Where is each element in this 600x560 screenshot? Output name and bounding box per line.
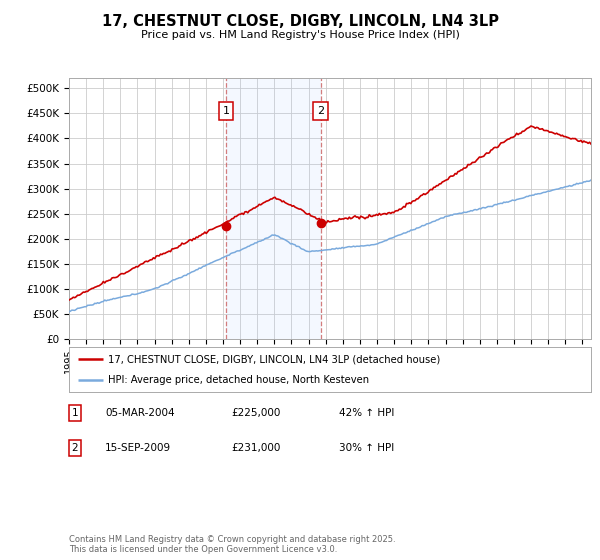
Text: 1: 1 (223, 106, 229, 116)
Text: 2: 2 (71, 443, 79, 453)
Text: 30% ↑ HPI: 30% ↑ HPI (339, 443, 394, 453)
Text: Contains HM Land Registry data © Crown copyright and database right 2025.
This d: Contains HM Land Registry data © Crown c… (69, 535, 395, 554)
Text: HPI: Average price, detached house, North Kesteven: HPI: Average price, detached house, Nort… (108, 375, 369, 385)
Bar (226, 78, 321, 339)
Text: 2: 2 (317, 106, 325, 116)
Text: Price paid vs. HM Land Registry's House Price Index (HPI): Price paid vs. HM Land Registry's House … (140, 30, 460, 40)
Text: £225,000: £225,000 (231, 408, 280, 418)
Text: 15-SEP-2009: 15-SEP-2009 (105, 443, 171, 453)
Text: 42% ↑ HPI: 42% ↑ HPI (339, 408, 394, 418)
Text: £231,000: £231,000 (231, 443, 280, 453)
Text: 05-MAR-2004: 05-MAR-2004 (105, 408, 175, 418)
Text: 17, CHESTNUT CLOSE, DIGBY, LINCOLN, LN4 3LP (detached house): 17, CHESTNUT CLOSE, DIGBY, LINCOLN, LN4 … (108, 354, 440, 365)
Text: 17, CHESTNUT CLOSE, DIGBY, LINCOLN, LN4 3LP: 17, CHESTNUT CLOSE, DIGBY, LINCOLN, LN4 … (101, 14, 499, 29)
Text: 1: 1 (71, 408, 79, 418)
